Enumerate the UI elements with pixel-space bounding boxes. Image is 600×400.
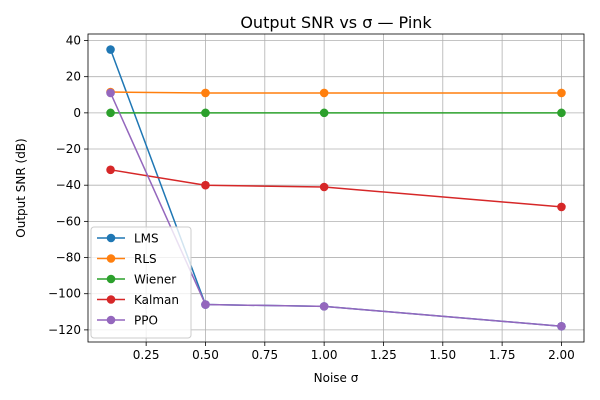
y-tick-label: −120 xyxy=(48,323,81,337)
data-point-wiener xyxy=(319,108,329,118)
y-tick-label: 40 xyxy=(66,34,81,48)
data-point-wiener xyxy=(106,108,115,118)
legend-marker-lms xyxy=(106,233,116,243)
legend-marker-rls xyxy=(106,254,116,263)
legend-label-kalman: Kalman xyxy=(134,293,179,307)
y-tick-label: −80 xyxy=(56,251,81,265)
x-tick-label: 0.50 xyxy=(192,348,219,362)
axis-ticks: 0.25 0.50 0.75 1.00 1.25 1.50 1.75 2.00 40 20 0 −20… xyxy=(48,34,575,362)
y-tick-label: −20 xyxy=(56,142,81,156)
data-point-ppo xyxy=(557,321,566,331)
series-layer xyxy=(106,45,566,331)
x-tick-label: 0.75 xyxy=(251,348,278,362)
x-tick-label: 2.00 xyxy=(548,348,575,362)
legend-label-rls: RLS xyxy=(134,252,157,266)
y-tick-label: 0 xyxy=(73,106,81,120)
x-axis-label: Noise σ xyxy=(314,371,359,385)
data-point-kalman xyxy=(106,165,115,175)
data-point-wiener xyxy=(557,108,566,118)
series-line-ppo xyxy=(109,92,562,328)
x-tick-label: 1.50 xyxy=(429,348,456,362)
legend-marker-ppo xyxy=(106,315,116,325)
legend-label-wiener: Wiener xyxy=(134,273,176,287)
data-point-kalman xyxy=(557,202,566,212)
data-point-kalman xyxy=(319,182,329,192)
x-tick-label: 1.75 xyxy=(489,348,516,362)
y-tick-label: −100 xyxy=(48,287,81,301)
y-axis-label: Output SNR (dB) xyxy=(14,138,28,237)
x-tick-label: 1.25 xyxy=(370,348,397,362)
chart-title: Output SNR vs σ — Pink xyxy=(240,13,432,32)
legend-label-ppo: PPO xyxy=(134,314,158,328)
x-tick-label: 1.00 xyxy=(311,348,338,362)
legend-label-lms: LMS xyxy=(134,232,159,246)
x-tick-label: 0.25 xyxy=(133,348,160,362)
data-point-kalman xyxy=(201,180,210,190)
legend-marker-wiener xyxy=(106,274,116,284)
y-tick-label: −40 xyxy=(56,178,81,192)
data-point-rls xyxy=(557,88,566,98)
legend-marker-kalman xyxy=(106,295,116,304)
data-point-rls xyxy=(319,88,329,98)
plot-area xyxy=(87,33,585,343)
y-tick-label: 20 xyxy=(66,70,81,84)
series-line-rls xyxy=(110,91,562,94)
data-point-ppo xyxy=(106,88,115,98)
data-point-ppo xyxy=(201,300,210,309)
data-point-lms xyxy=(106,45,115,54)
legend: LMS RLS Wiener Kalman PPO xyxy=(90,226,192,339)
data-point-ppo xyxy=(319,302,329,311)
data-point-wiener xyxy=(201,108,210,118)
y-tick-label: −60 xyxy=(56,214,81,228)
series-line-kalman xyxy=(110,169,562,208)
data-point-rls xyxy=(201,88,210,98)
legend-box xyxy=(90,226,192,339)
